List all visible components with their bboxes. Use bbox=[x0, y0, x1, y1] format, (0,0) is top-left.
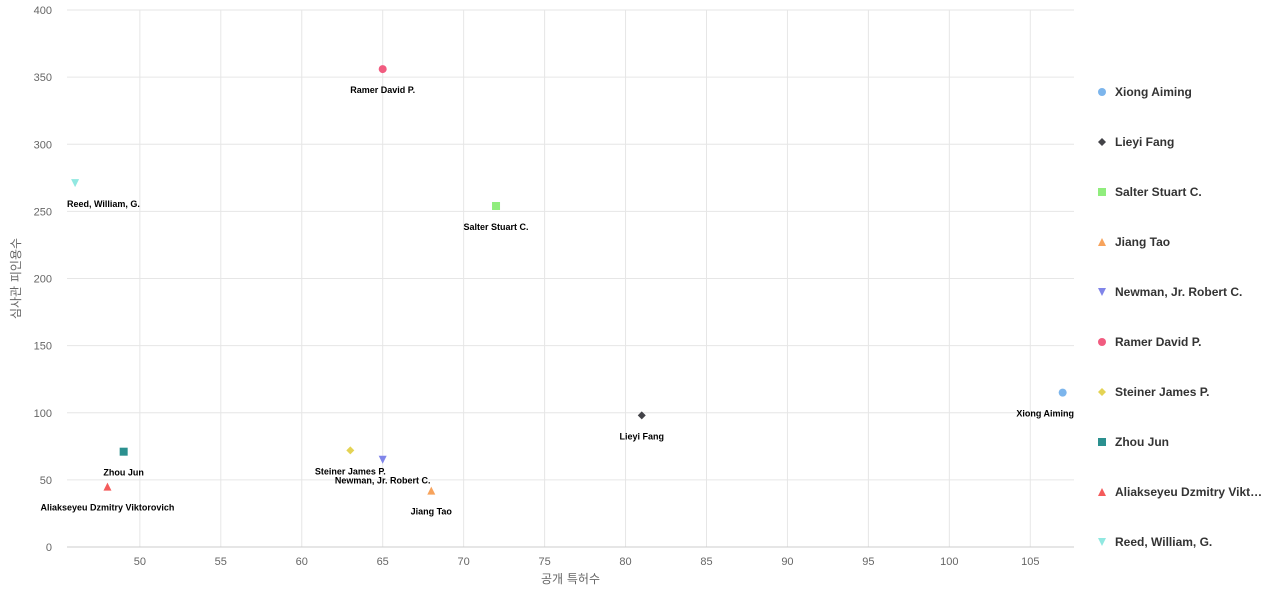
data-label: Salter Stuart C. bbox=[464, 222, 529, 232]
legend-marker bbox=[1098, 88, 1106, 96]
data-point bbox=[637, 411, 646, 420]
legend-item[interactable]: Salter Stuart C. bbox=[1098, 185, 1202, 199]
legend-item[interactable]: Jiang Tao bbox=[1098, 235, 1170, 249]
y-tick-label: 0 bbox=[46, 542, 52, 554]
y-tick-label: 250 bbox=[34, 206, 52, 218]
data-point bbox=[1058, 388, 1067, 397]
legend-label: Zhou Jun bbox=[1115, 435, 1169, 449]
data-point bbox=[103, 482, 112, 491]
legend-marker bbox=[1098, 488, 1106, 496]
data-point bbox=[492, 202, 501, 211]
legend-label: Lieyi Fang bbox=[1115, 135, 1174, 149]
x-tick-label: 80 bbox=[619, 556, 631, 568]
data-labels: Xiong Aiming Lieyi Fang Salter Stuart C. Ji… bbox=[41, 85, 1074, 517]
data-label: Lieyi Fang bbox=[619, 431, 664, 441]
x-axis-title: 공개 특허수 bbox=[541, 572, 600, 586]
y-tick-label: 300 bbox=[34, 139, 52, 151]
legend-item[interactable]: Zhou Jun bbox=[1098, 435, 1169, 449]
x-tick-label: 100 bbox=[940, 556, 958, 568]
legend-marker bbox=[1098, 138, 1106, 146]
data-point bbox=[427, 486, 436, 495]
legend-label: Steiner James P. bbox=[1115, 385, 1210, 399]
legend-marker bbox=[1098, 388, 1106, 396]
x-tick-label: 105 bbox=[1021, 556, 1039, 568]
data-label: Steiner James P. bbox=[315, 466, 386, 476]
legend-marker bbox=[1098, 188, 1106, 196]
x-tick-label: 95 bbox=[862, 556, 874, 568]
y-tick-label: 400 bbox=[34, 5, 52, 17]
legend-marker bbox=[1098, 238, 1106, 246]
legend-item[interactable]: Xiong Aiming bbox=[1098, 85, 1192, 99]
x-tick-label: 90 bbox=[781, 556, 793, 568]
y-axis-title: 심사관 피인용수 bbox=[9, 238, 23, 319]
x-tick-label: 55 bbox=[215, 556, 227, 568]
data-points bbox=[71, 65, 1067, 495]
data-label: Reed, William, G. bbox=[67, 199, 140, 209]
data-point bbox=[378, 65, 387, 74]
data-label: Ramer David P. bbox=[350, 85, 415, 95]
x-tick-label: 50 bbox=[134, 556, 146, 568]
data-label: Zhou Jun bbox=[103, 468, 144, 478]
y-tick-label: 200 bbox=[34, 274, 52, 286]
legend-label: Salter Stuart C. bbox=[1115, 185, 1202, 199]
x-tick-label: 75 bbox=[538, 556, 550, 568]
data-label: Jiang Tao bbox=[411, 507, 453, 517]
legend-label: Jiang Tao bbox=[1115, 235, 1170, 249]
legend-item[interactable]: Steiner James P. bbox=[1098, 385, 1210, 399]
legend-item[interactable]: Newman, Jr. Robert C. bbox=[1098, 285, 1242, 299]
data-point bbox=[119, 447, 128, 456]
y-tick-label: 100 bbox=[34, 408, 52, 420]
legend-item[interactable]: Ramer David P. bbox=[1098, 335, 1202, 349]
y-axis-ticks: 0 50 100 150 200 250 300 350 400 bbox=[34, 5, 52, 554]
x-tick-label: 65 bbox=[377, 556, 389, 568]
x-axis-ticks: 50 55 60 65 70 75 80 85 90 95 100 105 bbox=[134, 556, 1040, 568]
legend-label: Ramer David P. bbox=[1115, 335, 1202, 349]
legend-item[interactable]: Aliakseyeu Dzmitry Vikt… bbox=[1098, 485, 1262, 499]
data-point bbox=[346, 446, 355, 455]
legend-label: Aliakseyeu Dzmitry Vikt… bbox=[1115, 485, 1262, 499]
data-label: Aliakseyeu Dzmitry Viktorovich bbox=[41, 503, 175, 513]
x-tick-label: 60 bbox=[296, 556, 308, 568]
y-tick-label: 150 bbox=[34, 341, 52, 353]
y-tick-label: 50 bbox=[40, 475, 52, 487]
data-label: Xiong Aiming bbox=[1016, 409, 1074, 419]
x-tick-label: 85 bbox=[700, 556, 712, 568]
legend-item[interactable]: Lieyi Fang bbox=[1098, 135, 1174, 149]
data-label: Newman, Jr. Robert C. bbox=[335, 476, 431, 486]
legend: Xiong Aiming Lieyi Fang Salter Stuart C. Ji… bbox=[1098, 85, 1262, 549]
legend-marker bbox=[1098, 288, 1106, 296]
legend-marker bbox=[1098, 338, 1106, 346]
legend-label: Reed, William, G. bbox=[1115, 535, 1212, 549]
y-gridlines bbox=[67, 9, 1074, 548]
legend-label: Newman, Jr. Robert C. bbox=[1115, 285, 1242, 299]
y-tick-label: 350 bbox=[34, 72, 52, 84]
data-point bbox=[71, 179, 80, 188]
legend-marker bbox=[1098, 438, 1106, 446]
legend-marker bbox=[1098, 538, 1106, 546]
x-tick-label: 70 bbox=[458, 556, 470, 568]
data-point bbox=[378, 455, 387, 464]
legend-label: Xiong Aiming bbox=[1115, 85, 1192, 99]
legend-item[interactable]: Reed, William, G. bbox=[1098, 535, 1212, 549]
